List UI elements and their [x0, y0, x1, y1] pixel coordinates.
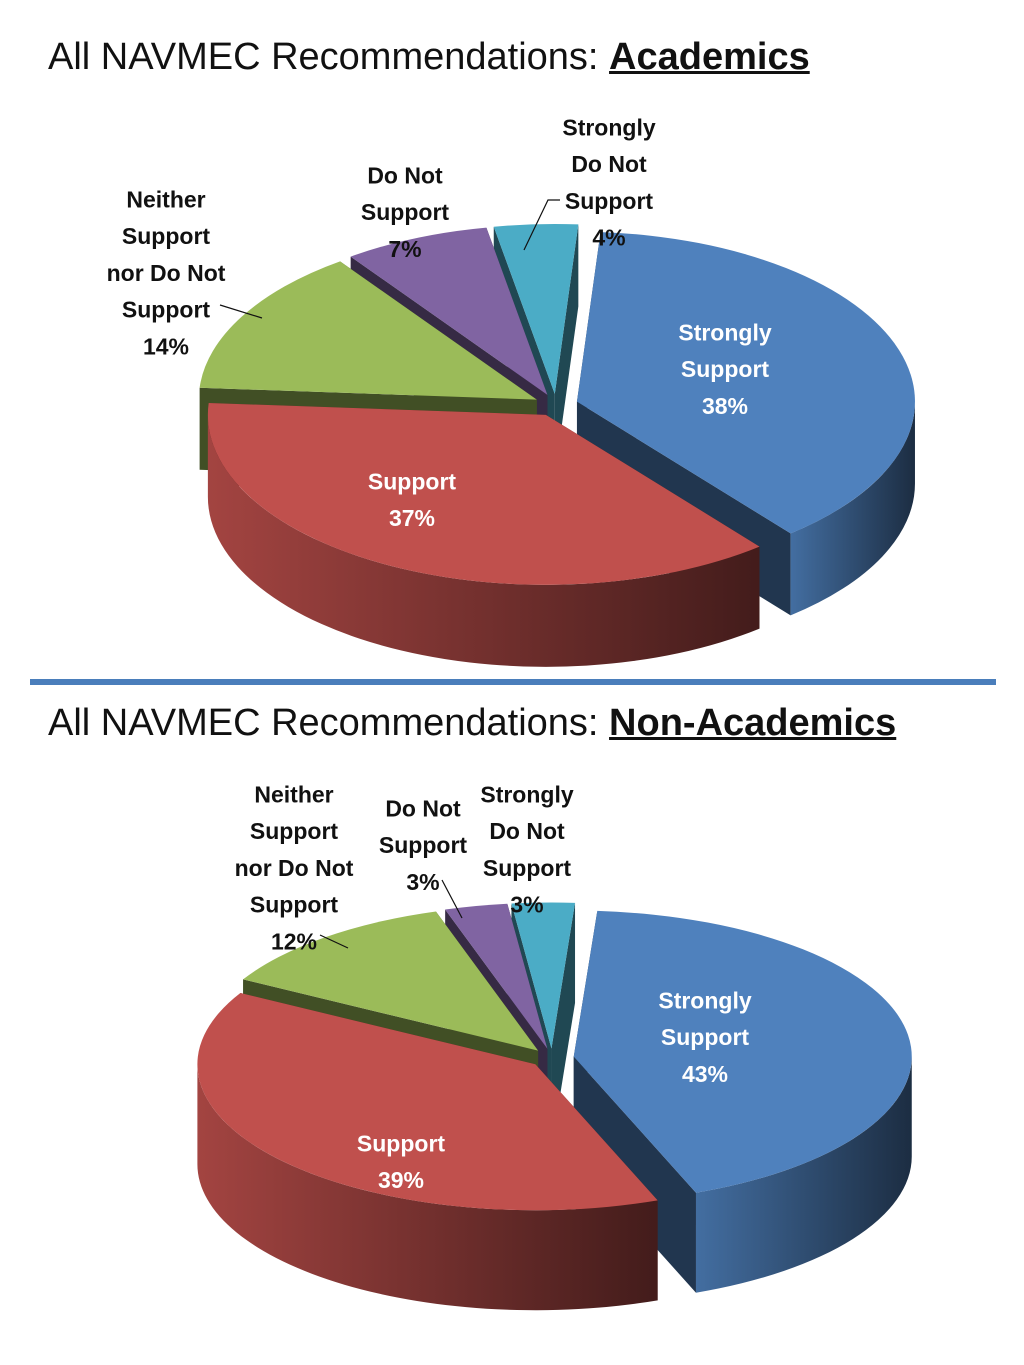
slice-wall-support: [207, 414, 760, 667]
slice-wall-support: [197, 1064, 658, 1311]
slice-neither: [199, 261, 537, 400]
slice-strongly_support: [576, 232, 915, 534]
slice-strongly_do_not_support: [493, 223, 579, 394]
slice-label-strongly_do_not_support: Strongly Do Not Support 3%: [480, 781, 573, 917]
slice-side-strongly_do_not_support: [554, 224, 579, 476]
slice-label-neither: Neither Support nor Do Not Support 14%: [107, 186, 226, 359]
title-prefix: All NAVMEC Recommendations:: [48, 702, 610, 744]
slice-label-strongly_support: Strongly Support 38%: [678, 319, 771, 419]
title-emphasis: Academics: [609, 36, 810, 78]
pie-chart-academics: Strongly Support 38% Support 37% Neither Suppo…: [107, 114, 915, 667]
slice-label-strongly_support: Strongly Support 43%: [658, 987, 751, 1087]
slice-support: [197, 993, 658, 1211]
slice-label-strongly_do_not_support: Strongly Do Not Support 4%: [562, 114, 655, 250]
slice-side-strongly_do_not_support: [551, 902, 576, 1149]
slice-label-neither: Neither Support nor Do Not Support 12%: [235, 781, 354, 954]
slice-neither: [243, 911, 539, 1051]
slice-label-do_not_support: Do Not Support 3%: [379, 795, 467, 895]
chart-title-non-academics: All NAVMEC Recommendations: Non-Academic…: [48, 702, 896, 745]
slice-strongly_do_not_support: [511, 902, 576, 1049]
slice-strongly_support: [573, 910, 912, 1193]
title-emphasis: Non-Academics: [609, 702, 897, 744]
slice-wall-strongly_support: [790, 401, 915, 616]
slice-do_not_support: [350, 227, 548, 395]
slice-side-strongly_support: [573, 1056, 696, 1293]
leader-line-do_not_support: [441, 879, 463, 919]
leader-line-neither: [319, 934, 349, 949]
section-divider: [30, 679, 996, 685]
slice-label-support: Support 37%: [368, 468, 456, 531]
slice-wall-strongly_support: [695, 1056, 912, 1293]
leader-line-neither: [219, 304, 263, 319]
slice-label-support: Support 39%: [357, 1130, 445, 1193]
title-prefix: All NAVMEC Recommendations:: [48, 36, 610, 78]
slice-label-do_not_support: Do Not Support 7%: [361, 162, 449, 262]
leader-line-strongly_do_not_support: [523, 199, 560, 251]
slice-do_not_support: [445, 903, 548, 1049]
chart-title-academics: All NAVMEC Recommendations: Academics: [48, 36, 810, 79]
slice-support: [207, 402, 760, 585]
